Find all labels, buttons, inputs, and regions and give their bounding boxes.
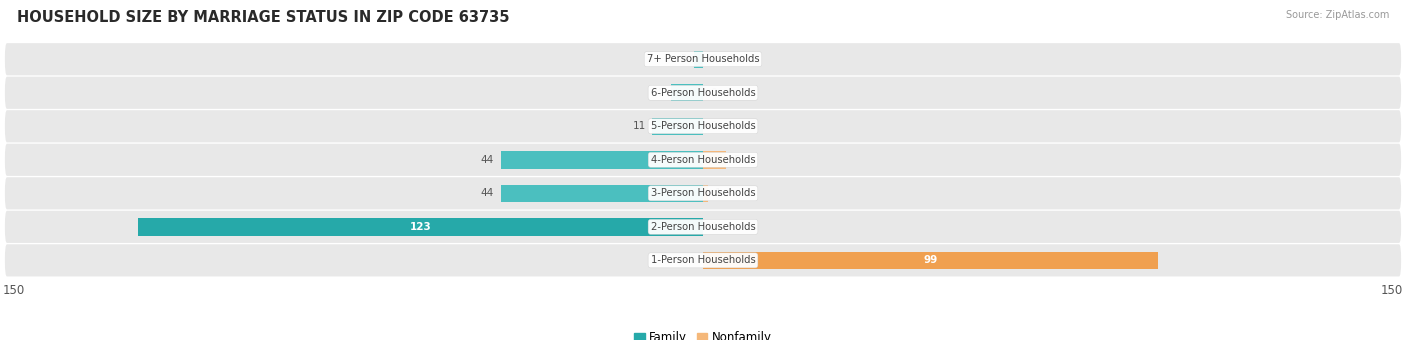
Bar <box>501 185 703 202</box>
Text: 0: 0 <box>689 255 696 265</box>
Text: 3-Person Households: 3-Person Households <box>651 188 755 198</box>
FancyBboxPatch shape <box>4 43 1402 75</box>
Text: 7: 7 <box>658 88 664 98</box>
FancyBboxPatch shape <box>4 110 1402 142</box>
Text: 44: 44 <box>481 155 494 165</box>
Bar <box>703 252 1157 269</box>
Text: 5-Person Households: 5-Person Households <box>651 121 755 131</box>
Text: 123: 123 <box>409 222 432 232</box>
Bar <box>652 118 703 135</box>
Text: 1-Person Households: 1-Person Households <box>651 255 755 265</box>
Text: 4-Person Households: 4-Person Households <box>651 155 755 165</box>
FancyBboxPatch shape <box>4 76 1402 109</box>
Text: 1: 1 <box>714 188 721 198</box>
Text: 99: 99 <box>924 255 938 265</box>
Bar <box>138 218 703 236</box>
Bar <box>501 151 703 169</box>
Text: 7+ Person Households: 7+ Person Households <box>647 54 759 64</box>
Text: 0: 0 <box>710 88 717 98</box>
FancyBboxPatch shape <box>4 211 1402 243</box>
Text: Source: ZipAtlas.com: Source: ZipAtlas.com <box>1285 10 1389 20</box>
Legend: Family, Nonfamily: Family, Nonfamily <box>630 327 776 340</box>
Bar <box>693 51 703 68</box>
Text: 0: 0 <box>710 121 717 131</box>
Text: 0: 0 <box>710 54 717 64</box>
Bar <box>703 151 725 169</box>
Text: 44: 44 <box>481 188 494 198</box>
Text: 2-Person Households: 2-Person Households <box>651 222 755 232</box>
Bar <box>671 84 703 101</box>
FancyBboxPatch shape <box>4 144 1402 176</box>
Bar <box>703 185 707 202</box>
Text: 11: 11 <box>633 121 645 131</box>
FancyBboxPatch shape <box>4 177 1402 209</box>
Text: 0: 0 <box>710 222 717 232</box>
FancyBboxPatch shape <box>4 244 1402 276</box>
Text: 6-Person Households: 6-Person Households <box>651 88 755 98</box>
Text: 5: 5 <box>733 155 740 165</box>
Text: HOUSEHOLD SIZE BY MARRIAGE STATUS IN ZIP CODE 63735: HOUSEHOLD SIZE BY MARRIAGE STATUS IN ZIP… <box>17 10 509 25</box>
Text: 2: 2 <box>681 54 688 64</box>
